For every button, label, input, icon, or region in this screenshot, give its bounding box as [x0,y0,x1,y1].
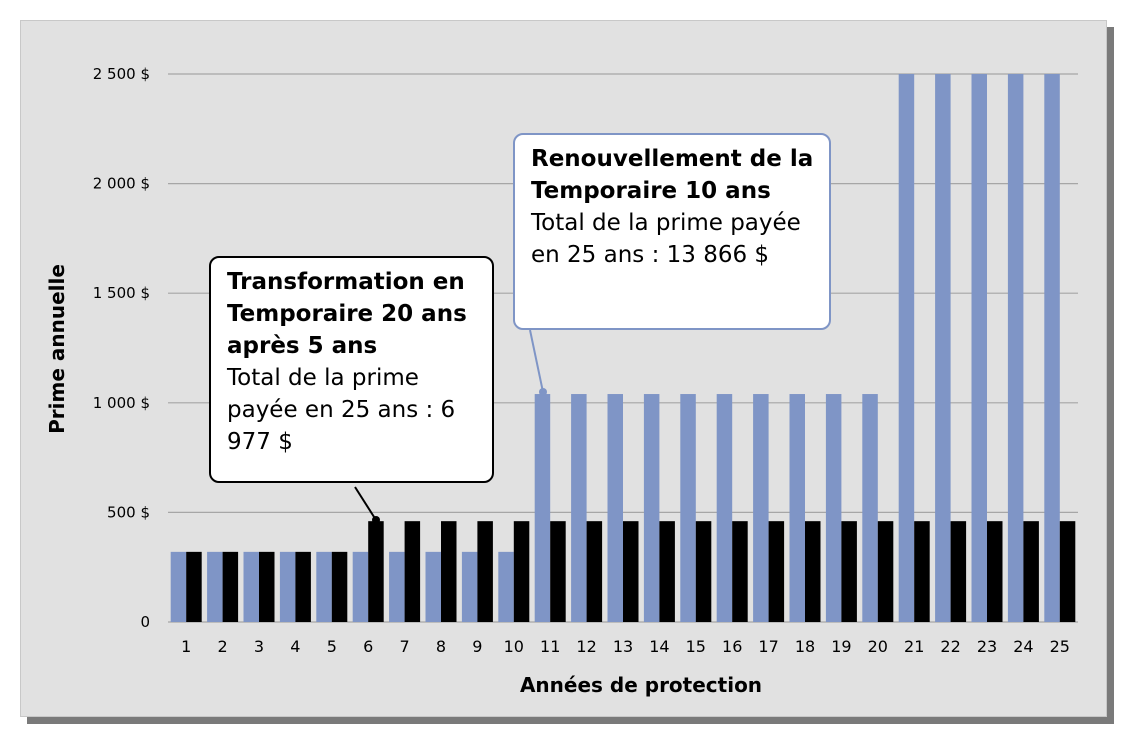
bar-series-black [695,521,712,622]
x-tick-label: 20 [868,637,888,656]
bar-series-black [186,551,202,622]
bar-series-black [1059,521,1076,622]
x-tick-label: 25 [1050,637,1070,656]
bar-series-blue [643,394,660,622]
bar-series-blue [1044,74,1060,622]
bar-series-blue [389,551,405,622]
bar-series-blue [862,394,878,622]
bar-series-black [586,521,603,622]
x-tick-label: 17 [758,637,778,656]
bar-series-black [805,521,821,622]
bar-series-blue [498,551,514,622]
x-tick-label: 21 [904,637,924,656]
bar-series-blue [680,394,696,622]
bar-series-blue [279,551,296,622]
x-tick-label: 7 [400,637,410,656]
bars [170,74,1076,622]
x-tick-label: 5 [327,637,337,656]
y-tick-label: 0 [140,613,150,631]
x-tick-label: 23 [977,637,997,656]
y-tick-labels: 0 500 $ 1 000 $ 1 500 $ 2 000 $ 2 500 $ [93,65,150,631]
x-tick-label: 13 [613,637,633,656]
y-tick-label: 500 $ [107,503,150,521]
callout-b-pointer-dot [539,388,547,396]
y-tick-label: 1 000 $ [93,394,150,412]
x-tick-label: 11 [540,637,560,656]
callout-renouvellement-body: Total de la prime payée en 25 ans : 13 8… [531,210,801,268]
bar-series-black [513,521,530,622]
bar-series-black [768,521,785,622]
x-tick-label: 14 [649,637,669,656]
x-tick-label: 22 [940,637,960,656]
bar-series-black [295,551,311,622]
bar-series-blue [534,394,551,622]
x-tick-label: 2 [218,637,228,656]
x-tick-label: 18 [795,637,815,656]
y-tick-label: 1 500 $ [93,284,150,302]
bar-series-black [659,521,675,622]
x-tick-label: 12 [576,637,596,656]
bar-series-black [550,521,566,622]
bar-series-black [222,551,239,622]
x-tick-label: 1 [181,637,191,656]
bar-series-black [331,551,348,622]
y-tick-label: 2 500 $ [93,65,150,83]
bar-series-black [950,521,967,622]
x-tick-label: 24 [1013,637,1033,656]
callout-renouvellement: Renouvellement de la Temporaire 10 ans T… [513,133,831,330]
x-tick-label: 19 [831,637,851,656]
bar-series-black [441,521,457,622]
bar-series-blue [425,551,441,622]
bar-series-blue [716,394,733,622]
bar-series-blue [1007,74,1024,622]
bar-series-black [841,521,857,622]
bar-series-black [877,521,894,622]
y-tick-label: 2 000 $ [93,175,150,193]
callout-transformation-body: Total de la prime payée en 25 ans : 6 97… [227,365,456,455]
bar-series-blue [753,394,769,622]
callout-b-pointer [529,329,544,393]
x-tick-label: 4 [290,637,300,656]
x-tick-label: 6 [363,637,373,656]
bar-series-blue [789,394,805,622]
bar-series-blue [352,551,369,622]
y-axis-label: Prime annuelle [45,264,69,434]
callout-renouvellement-title: Renouvellement de la Temporaire 10 ans [531,146,814,204]
bar-series-black [368,521,384,622]
x-tick-labels: 1 2 3 4 5 6 7 8 9 10 11 12 13 14 15 16 17 18 19 20 21 22 23 24 2… [181,637,1070,656]
bar-series-blue [243,551,259,622]
bar-series-black [404,521,421,622]
x-tick-label: 8 [436,637,446,656]
bar-series-black [987,521,1003,622]
bar-series-black [1023,521,1039,622]
x-tick-label: 9 [472,637,482,656]
x-tick-label: 16 [722,637,742,656]
bar-series-blue [170,551,187,622]
x-tick-label: 15 [686,637,706,656]
bar-series-blue [971,74,987,622]
bar-series-black [623,521,639,622]
bar-series-blue [461,551,478,622]
x-axis-label: Années de protection [520,673,762,697]
bar-series-blue [316,551,332,622]
bar-series-black [914,521,930,622]
bar-series-blue [571,394,587,622]
x-tick-label: 3 [254,637,264,656]
callout-a-pointer [354,486,377,521]
bar-series-black [259,551,275,622]
bar-series-blue [825,394,842,622]
bar-series-blue [207,551,223,622]
x-tick-label: 10 [504,637,524,656]
callout-transformation: Transformation en Temporaire 20 ans aprè… [209,256,494,483]
callout-transformation-title: Transformation en Temporaire 20 ans aprè… [227,269,467,359]
bar-series-black [732,521,748,622]
bar-series-blue [607,394,623,622]
bar-series-blue [935,74,951,622]
callout-a-pointer-dot [372,516,380,524]
bar-series-blue [898,74,915,622]
bar-series-black [477,521,493,622]
